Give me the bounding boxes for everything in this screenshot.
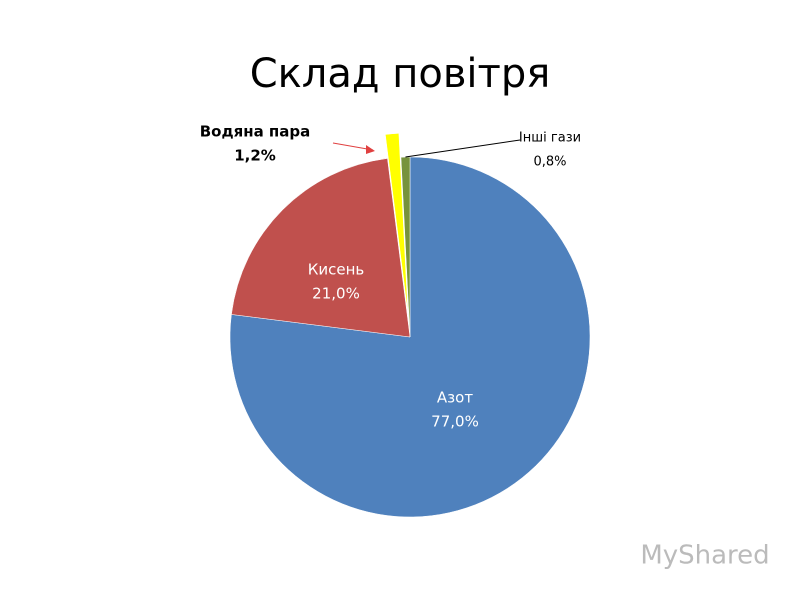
slice-label: Кисень bbox=[308, 261, 365, 279]
pie-slice bbox=[385, 133, 409, 314]
slice-value-label: 0,8% bbox=[533, 155, 566, 170]
pie-slice bbox=[229, 156, 591, 518]
pie-slice bbox=[231, 158, 411, 338]
slice-label: Інші гази bbox=[519, 131, 581, 146]
slice-value-label: 1,2% bbox=[234, 147, 276, 165]
leader-line bbox=[405, 139, 521, 158]
slice-value-label: 21,0% bbox=[312, 285, 360, 303]
pie-slice bbox=[400, 156, 411, 338]
slice-value-label: 77,0% bbox=[431, 413, 479, 431]
slice-label: Азот bbox=[437, 389, 473, 407]
slice-label: Водяна пара bbox=[200, 123, 311, 141]
arrow-head bbox=[366, 145, 375, 154]
chart-title: Склад повітря bbox=[250, 51, 551, 97]
watermark: MyShared bbox=[640, 541, 769, 571]
